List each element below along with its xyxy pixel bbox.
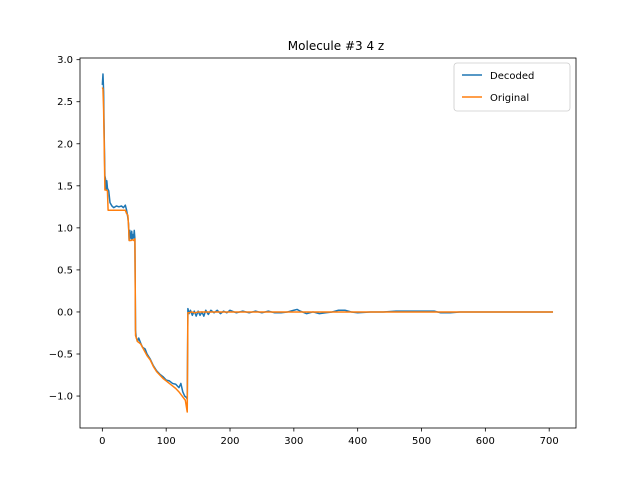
x-tick-label: 700 <box>540 436 559 447</box>
chart-title: Molecule #3 4 z <box>288 39 384 53</box>
x-tick-label: 600 <box>476 436 495 447</box>
y-tick-label: 1.5 <box>57 181 73 192</box>
y-tick-label: 0.0 <box>57 307 73 318</box>
x-tick-label: 0 <box>99 436 105 447</box>
legend-label-decoded: Decoded <box>490 71 534 82</box>
axes-frame <box>79 57 577 429</box>
x-tick-label: 500 <box>412 436 431 447</box>
y-tick-label: 1.0 <box>57 223 73 234</box>
plot-area <box>101 73 554 413</box>
y-tick-label: 0.5 <box>57 265 73 276</box>
y-tick-label: 2.5 <box>57 97 73 108</box>
legend-label-original: Original <box>490 93 529 104</box>
x-tick-label: 200 <box>220 436 239 447</box>
series-line-original <box>101 87 554 413</box>
y-tick-label: 2.0 <box>57 139 73 150</box>
x-tick-label: 300 <box>284 436 303 447</box>
axis-ticks: 0 100 200 300 400 500 600 700 −1.0 −0.5 0.0 0.5 1.0 1… <box>49 55 559 447</box>
series-line-decoded <box>101 73 554 401</box>
y-tick-label: −0.5 <box>49 350 73 361</box>
x-tick-label: 400 <box>348 436 367 447</box>
y-tick-label: 3.0 <box>57 55 73 66</box>
x-tick-label: 100 <box>157 436 176 447</box>
y-tick-label: −1.0 <box>49 392 73 403</box>
legend-box <box>453 62 571 112</box>
legend: Decoded Original <box>453 62 571 112</box>
